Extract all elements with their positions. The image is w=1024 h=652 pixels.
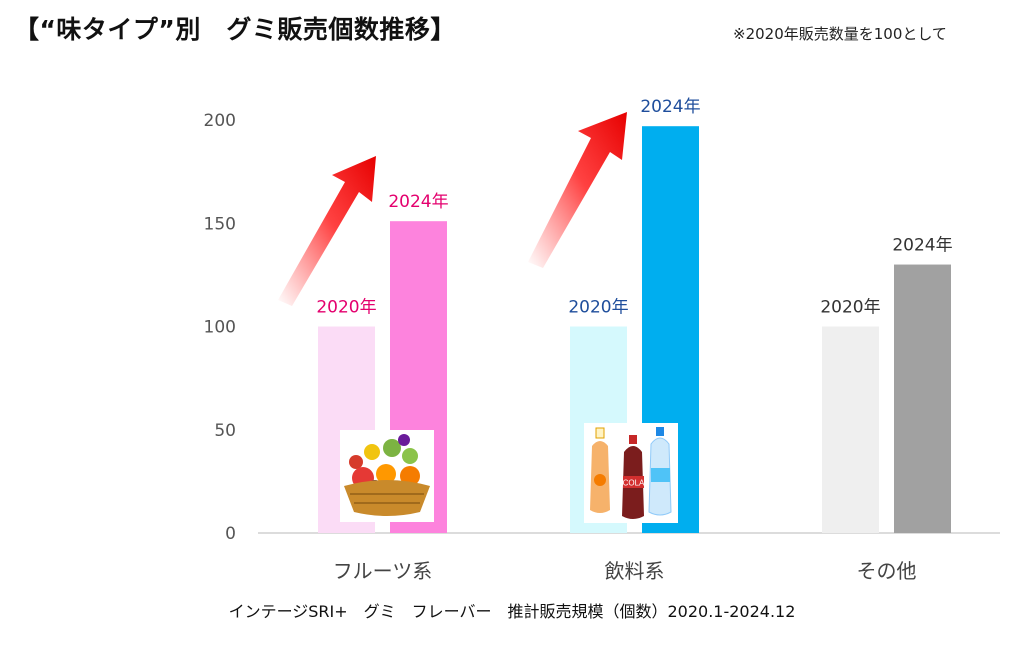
y-tick-label: 150 — [204, 214, 236, 234]
bar-year-label: 2024年 — [640, 97, 700, 117]
y-tick-label: 50 — [214, 421, 236, 441]
up-arrow-icon — [528, 112, 627, 268]
y-tick-label: 100 — [204, 318, 236, 338]
y-tick-label: 0 — [225, 524, 236, 544]
up-arrow-icon — [278, 156, 376, 306]
x-category-label: その他 — [857, 559, 917, 583]
drink-bottles-icon: COLA — [584, 423, 678, 523]
chart-title: 【“味タイプ”別 グミ販売個数推移】 — [14, 15, 456, 44]
y-tick-label: 200 — [204, 111, 236, 131]
x-category-label: 飲料系 — [605, 559, 665, 583]
bar-2020 — [822, 326, 879, 533]
x-category-label: フルーツ系 — [333, 559, 433, 583]
chart-note: ※2020年販売数量を100として — [733, 25, 947, 43]
bar-year-label: 2020年 — [316, 298, 376, 318]
bar-year-label: 2024年 — [388, 192, 448, 212]
bar-year-label: 2024年 — [892, 236, 952, 256]
bar-year-label: 2020年 — [820, 298, 880, 318]
fruit-basket-icon — [340, 430, 434, 522]
bar-2024 — [894, 264, 951, 533]
svg-text:COLA: COLA — [623, 479, 645, 488]
bar-year-label: 2020年 — [568, 298, 628, 318]
chart-source: インテージSRI+ グミ フレーバー 推計販売規模（個数）2020.1-2024… — [228, 602, 796, 621]
